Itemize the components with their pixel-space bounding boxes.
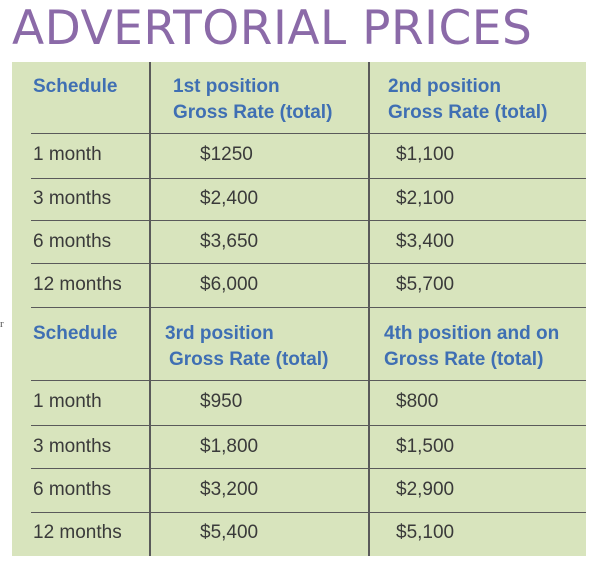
row-divider bbox=[31, 220, 586, 221]
column-divider bbox=[149, 62, 151, 556]
table-row-schedule: 12 months bbox=[33, 522, 122, 543]
table-cell-price: $5,400 bbox=[200, 522, 259, 543]
row-divider bbox=[31, 425, 586, 426]
table-cell-price: $5,100 bbox=[396, 522, 455, 543]
table-row-schedule: 6 months bbox=[33, 231, 112, 252]
header-schedule: Schedule bbox=[33, 76, 118, 97]
table-row-schedule: 12 months bbox=[33, 274, 122, 295]
table-cell-price: $3,400 bbox=[396, 231, 455, 252]
row-divider bbox=[31, 133, 586, 134]
table-row-schedule: 1 month bbox=[33, 391, 102, 412]
table-cell-price: $1,500 bbox=[396, 436, 455, 457]
row-divider bbox=[31, 178, 586, 179]
row-divider bbox=[31, 512, 586, 513]
header-1st-position: 1st position bbox=[173, 76, 280, 97]
cropped-text-fragment: r bbox=[0, 318, 4, 330]
price-table: Schedule 1st position Gross Rate (total)… bbox=[12, 62, 586, 556]
column-divider bbox=[368, 62, 370, 556]
table-row-schedule: 6 months bbox=[33, 479, 112, 500]
table-row-schedule: 3 months bbox=[33, 188, 112, 209]
header-gross-rate: Gross Rate (total) bbox=[384, 349, 544, 370]
table-cell-price: $5,700 bbox=[396, 274, 455, 295]
header-gross-rate: Gross Rate (total) bbox=[388, 102, 548, 123]
table-cell-price: $3,650 bbox=[200, 231, 259, 252]
row-divider bbox=[31, 263, 586, 264]
table-cell-price: $2,900 bbox=[396, 479, 455, 500]
table-cell-price: $950 bbox=[200, 391, 243, 412]
header-gross-rate: Gross Rate (total) bbox=[173, 102, 333, 123]
table-cell-price: $3,200 bbox=[200, 479, 259, 500]
row-divider bbox=[31, 307, 586, 308]
header-3rd-position: 3rd position bbox=[165, 323, 274, 344]
header-4th-position-and-on: 4th position and on bbox=[384, 323, 560, 344]
table-cell-price: $6,000 bbox=[200, 274, 259, 295]
table-cell-price: $2,100 bbox=[396, 188, 455, 209]
table-row-schedule: 1 month bbox=[33, 144, 102, 165]
header-gross-rate: Gross Rate (total) bbox=[169, 349, 329, 370]
header-schedule: Schedule bbox=[33, 323, 118, 344]
header-2nd-position: 2nd position bbox=[388, 76, 501, 97]
page-title: ADVERTORIAL PRICES bbox=[12, 1, 533, 56]
table-cell-price: $1,800 bbox=[200, 436, 259, 457]
table-cell-price: $2,400 bbox=[200, 188, 259, 209]
table-cell-price: $1250 bbox=[200, 144, 253, 165]
table-cell-price: $1,100 bbox=[396, 144, 455, 165]
table-cell-price: $800 bbox=[396, 391, 439, 412]
row-divider bbox=[31, 468, 586, 469]
table-row-schedule: 3 months bbox=[33, 436, 112, 457]
row-divider bbox=[31, 380, 586, 381]
